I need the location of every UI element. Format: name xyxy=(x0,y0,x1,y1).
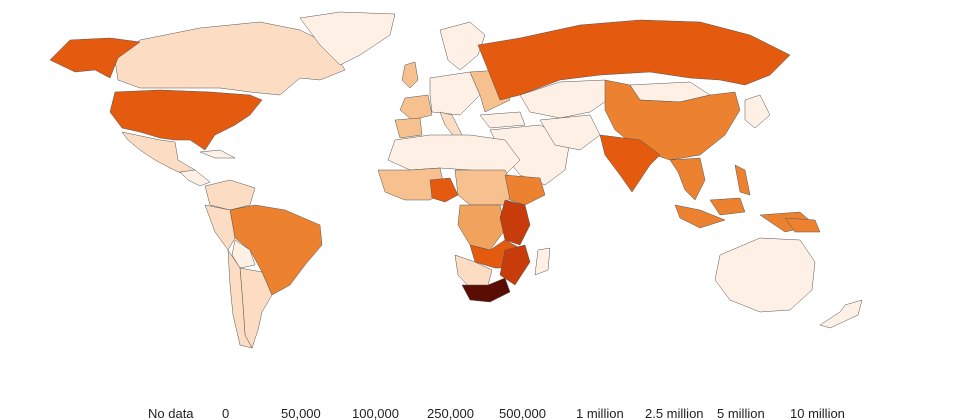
country-colombia-venezuela[interactable] xyxy=(204,179,256,211)
legend-label: 500,000 xyxy=(499,406,546,420)
country-usa[interactable] xyxy=(109,89,263,151)
legend-label: 1 million xyxy=(576,406,624,420)
country-southeast-asia[interactable] xyxy=(669,157,706,201)
country-north-africa[interactable] xyxy=(387,134,521,176)
country-alaska-usa[interactable] xyxy=(49,37,141,79)
country-peru[interactable] xyxy=(204,204,236,251)
country-kazakhstan-central-asia[interactable] xyxy=(519,79,616,119)
world-choropleth-map xyxy=(49,11,863,349)
country-greenland[interactable] xyxy=(299,11,396,66)
legend-label: 5 million xyxy=(717,406,765,420)
legend-label: 100,000 xyxy=(352,406,399,420)
country-turkey[interactable] xyxy=(479,111,526,129)
country-nigeria[interactable] xyxy=(429,177,459,203)
country-mozambique-zimbabwe[interactable] xyxy=(499,244,531,286)
legend-label: 50,000 xyxy=(281,406,321,420)
country-canada[interactable] xyxy=(114,21,346,96)
country-chile[interactable] xyxy=(227,249,253,349)
country-ethiopia-somalia[interactable] xyxy=(504,174,546,206)
legend-label: 10 million xyxy=(790,406,845,420)
map-legend: No data 0 50,000 100,000 250,000 500,000 1 mil… xyxy=(148,406,845,420)
country-new-zealand[interactable] xyxy=(819,299,863,329)
country-east-africa[interactable] xyxy=(499,199,531,246)
country-india[interactable] xyxy=(599,134,661,193)
country-south-africa[interactable] xyxy=(461,277,511,303)
country-madagascar[interactable] xyxy=(534,247,551,276)
country-korea-japan[interactable] xyxy=(744,94,771,129)
legend-label: 250,000 xyxy=(427,406,474,420)
legend-label: 0 xyxy=(222,406,229,420)
country-australia[interactable] xyxy=(714,237,816,313)
country-philippines[interactable] xyxy=(734,164,751,196)
country-papua-new-guinea[interactable] xyxy=(784,217,821,233)
country-central-america[interactable] xyxy=(179,169,211,187)
country-spain[interactable] xyxy=(394,117,423,139)
country-italy[interactable] xyxy=(439,111,463,139)
country-uk[interactable] xyxy=(401,61,419,89)
country-dr-congo[interactable] xyxy=(457,204,506,251)
country-cuba[interactable] xyxy=(199,149,236,159)
country-russia[interactable] xyxy=(477,19,791,101)
country-bolivia[interactable] xyxy=(231,239,256,269)
country-scandinavia[interactable] xyxy=(439,21,486,71)
legend-label: 2.5 million xyxy=(645,406,704,420)
country-iran-afghanistan[interactable] xyxy=(539,114,601,151)
country-central-europe[interactable] xyxy=(429,71,481,116)
country-indonesia[interactable] xyxy=(674,197,816,233)
country-brazil[interactable] xyxy=(229,204,323,296)
country-france[interactable] xyxy=(399,94,433,121)
legend-label: No data xyxy=(148,406,194,420)
